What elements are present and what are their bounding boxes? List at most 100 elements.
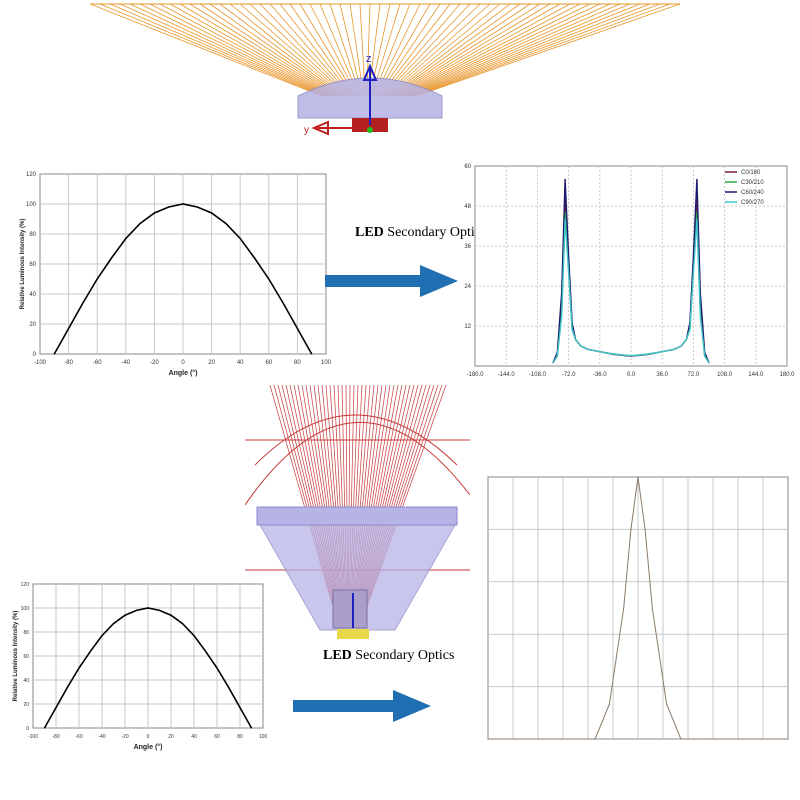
data-point — [595, 350, 597, 352]
x-tick-label: -40 — [121, 360, 130, 366]
caption-top-led: LED — [355, 225, 384, 240]
x-tick-label: -100 — [34, 360, 47, 366]
data-point — [311, 353, 313, 355]
y-tick-label: 12 — [464, 324, 471, 330]
y-tick-label: 60 — [29, 262, 36, 268]
chart-grid — [487, 476, 789, 740]
x-tick-label: 108.0 — [717, 372, 733, 378]
y-tick-label: 48 — [464, 204, 471, 210]
data-point — [665, 350, 667, 352]
chart-grid — [39, 173, 327, 355]
data-point — [66, 686, 69, 688]
data-point — [673, 348, 675, 350]
y-tick-label: 40 — [23, 678, 29, 684]
x-tick-label: -80 — [64, 360, 73, 366]
y-tick-label: 40 — [29, 292, 36, 298]
led-chip — [332, 589, 368, 629]
data-point — [193, 635, 195, 637]
reflector-rim — [256, 506, 458, 526]
y-axis-label: Relative Luminous Intensity (%) — [20, 219, 26, 310]
data-point — [181, 623, 184, 625]
data-point — [158, 609, 161, 611]
data-point — [704, 355, 706, 357]
x-tick-label: 60 — [214, 734, 220, 740]
chart-grid — [32, 583, 264, 729]
data-point — [124, 614, 126, 616]
data-point — [68, 327, 70, 330]
data-point — [685, 338, 688, 340]
data-point — [647, 353, 649, 355]
y-axis-label: Relative Luminous Intensity (%) — [13, 611, 19, 702]
data-point — [680, 345, 682, 347]
data-point — [564, 218, 566, 220]
x-tick-label: -20 — [121, 734, 128, 740]
bottom-ray-trace-illustration — [245, 385, 470, 639]
y-tick-label: 24 — [464, 284, 471, 290]
data-point — [568, 255, 570, 257]
data-point — [564, 212, 566, 214]
data-point — [630, 355, 632, 357]
data-point — [253, 257, 256, 259]
x-tick-label: 144.0 — [748, 372, 764, 378]
data-point — [96, 278, 98, 280]
y-tick-label: 80 — [29, 232, 36, 238]
data-point — [565, 738, 568, 740]
x-tick-label: 36.0 — [656, 372, 668, 378]
data-point — [564, 178, 566, 180]
y-tick-label: 80 — [23, 630, 29, 636]
data-point — [639, 354, 641, 356]
data-point — [282, 302, 284, 304]
data-point — [665, 703, 668, 705]
data-point — [147, 607, 149, 609]
data-point — [696, 178, 698, 180]
x-tick-label: 100 — [321, 360, 332, 366]
x-tick-label: -40 — [98, 734, 105, 740]
data-point — [82, 302, 84, 304]
data-point — [699, 315, 701, 317]
x-tick-label: 40 — [191, 734, 197, 740]
y-axis-label: y — [304, 125, 309, 136]
data-point — [561, 315, 563, 317]
y-tick-label: 0 — [33, 352, 37, 358]
x-tick-label: 180.0 — [779, 372, 795, 378]
legend-entry: C0/180 — [741, 170, 761, 176]
x-tick-label: 80 — [237, 734, 243, 740]
data-point — [571, 328, 573, 330]
data-point — [78, 667, 80, 669]
x-tick-label: 100 — [259, 734, 268, 740]
arrow-right-icon — [293, 690, 431, 722]
data-point — [112, 623, 115, 625]
data-point — [168, 206, 170, 208]
data-point — [689, 328, 691, 330]
top-ray-trace-illustration: z y — [90, 3, 680, 136]
data-point — [708, 738, 711, 740]
data-point — [692, 255, 694, 257]
data-point — [196, 206, 198, 208]
data-point — [204, 650, 207, 652]
data-point — [630, 528, 632, 530]
z-axis-arrow-icon — [362, 63, 378, 81]
data-point — [182, 203, 184, 205]
z-axis-label: z — [366, 53, 372, 65]
data-point — [637, 476, 639, 478]
data-point — [696, 218, 698, 220]
data-point — [153, 212, 155, 214]
x-tick-label: 72.0 — [688, 372, 700, 378]
x-tick-label: 20 — [168, 734, 174, 740]
x-tick-label: -108.0 — [529, 372, 547, 378]
data-point — [89, 650, 92, 652]
y-tick-label: 60 — [23, 654, 29, 660]
data-point — [250, 727, 253, 729]
data-point — [487, 738, 489, 740]
chart-bottom-right-narrow-beam — [487, 476, 789, 740]
data-point — [55, 707, 57, 709]
legend-entry: C30/210 — [741, 180, 764, 186]
data-point — [296, 327, 298, 330]
y-tick-label: 120 — [26, 172, 37, 178]
data-point — [580, 345, 582, 347]
data-point — [139, 222, 141, 225]
x-tick-label: -144.0 — [498, 372, 516, 378]
data-point — [239, 237, 241, 240]
caption-bottom-led: LED — [323, 648, 352, 663]
y-tick-label: 60 — [464, 164, 471, 170]
